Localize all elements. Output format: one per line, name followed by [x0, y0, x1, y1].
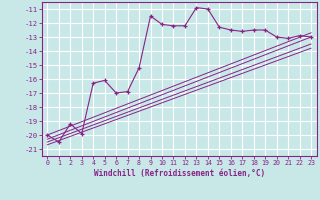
- X-axis label: Windchill (Refroidissement éolien,°C): Windchill (Refroidissement éolien,°C): [94, 169, 265, 178]
